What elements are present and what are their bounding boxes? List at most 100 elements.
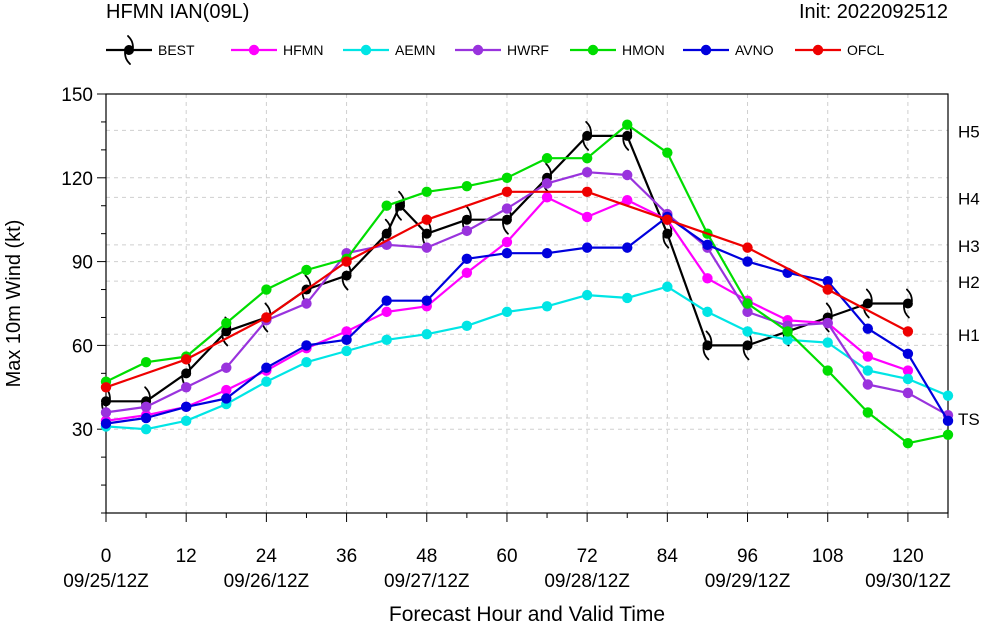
legend-item-hfmn: HFMN [231,42,323,58]
aemn-point [301,356,312,368]
best-point [862,288,873,319]
legend-marker [360,44,372,56]
avno-point [421,295,432,306]
aemn-point [782,334,793,346]
ofcl-point [501,186,513,197]
aemn-point [581,289,593,301]
aemn-point [341,345,352,357]
hurricane-arm-lower [862,304,870,319]
hmon-point [742,298,753,309]
avno-point [862,323,874,334]
y-tick-label: 150 [61,85,93,106]
legend-item-avno: AVNO [683,42,774,58]
hurricane-arm-lower [124,51,131,65]
hwrf-point [421,242,432,253]
hwrf-line [105,171,949,417]
hmon-point [461,180,473,192]
aemn-point [622,292,633,304]
hurricane-eye [582,130,593,141]
hmon-point [261,284,272,295]
hurricane-arm-upper [705,330,713,345]
y-tick-label: 90 [72,253,93,274]
hmon-point [301,264,312,276]
hmon-line [105,123,949,445]
hfmn-point [341,326,352,337]
hmon-point [902,437,914,449]
best-point [582,120,593,151]
hmon-point [822,365,833,376]
aemn-point [461,320,473,332]
series-avno [100,211,954,429]
legend-label: AVNO [735,42,774,58]
hurricane-eye [381,228,392,239]
avno-point [261,362,272,373]
y-tick-label: 60 [72,336,93,357]
date-tick-label: 09/27/12Z [384,571,470,592]
avno-point [541,248,553,259]
avno-point [902,348,914,359]
hwrf-point [100,407,112,418]
avno-point [301,340,312,351]
hmon-point [581,153,593,164]
aemn-point [541,301,553,312]
category-label: TS [958,410,980,429]
category-label: H4 [958,189,980,208]
hwrf-point [622,169,633,181]
best-point [742,330,753,361]
hfmn-point [702,273,713,284]
legend-item-hwrf: HWRF [455,42,549,58]
legend-marker [248,44,260,56]
hurricane-eye [395,200,406,211]
legend-label: HMON [622,42,665,58]
hmon-point [501,172,513,183]
hfmn-point [461,267,473,278]
hurricane-eye [221,326,232,337]
aemn-point [902,373,914,385]
aemn-point [862,365,874,376]
x-tick-label: 24 [256,546,278,567]
legend-item-hmon: HMON [570,42,665,58]
hmon-point [942,429,954,440]
avno-line [105,215,949,425]
legend-marker [124,35,134,65]
hurricane-eye [702,340,713,351]
x-tick-label: 12 [176,546,197,567]
hurricane-eye [622,130,633,141]
avno-point [501,248,513,259]
x-tick-label: 96 [737,546,758,567]
hwrf-point [140,401,152,413]
series-ofcl [100,186,914,393]
hurricane-arm-lower [502,220,509,235]
legend-label: OFCL [847,42,885,58]
category-label: H5 [958,122,980,141]
legend-item-ofcl: OFCL [795,42,885,58]
aemn-point [261,376,272,387]
hwrf-point [822,317,833,329]
avno-point [822,275,833,287]
hurricane-arm-upper [127,35,134,49]
best-point [902,288,913,319]
hurricane-eye [461,214,472,225]
avno-point [942,415,954,427]
x-tick-label: 84 [657,546,679,567]
aemn-point [662,281,673,292]
hmon-point [782,326,793,337]
ofcl-point [662,214,673,225]
hmon-point [381,200,392,211]
x-tick-label: 72 [577,546,598,567]
series-aemn [100,281,954,435]
hurricane-arm-lower [702,346,710,361]
aemn-point [421,329,432,340]
aemn-point [501,306,513,318]
legend-label: BEST [158,42,195,58]
hurricane-eye [341,270,352,281]
plot-frame [105,93,949,514]
ofcl-point [180,354,192,365]
hurricane-arm-upper [384,218,392,233]
hfmn-point [622,194,633,206]
ofcl-point [822,284,833,295]
hurricane-arm-upper [545,162,552,177]
category-label: H3 [958,237,980,256]
hfmn-point [221,384,232,396]
